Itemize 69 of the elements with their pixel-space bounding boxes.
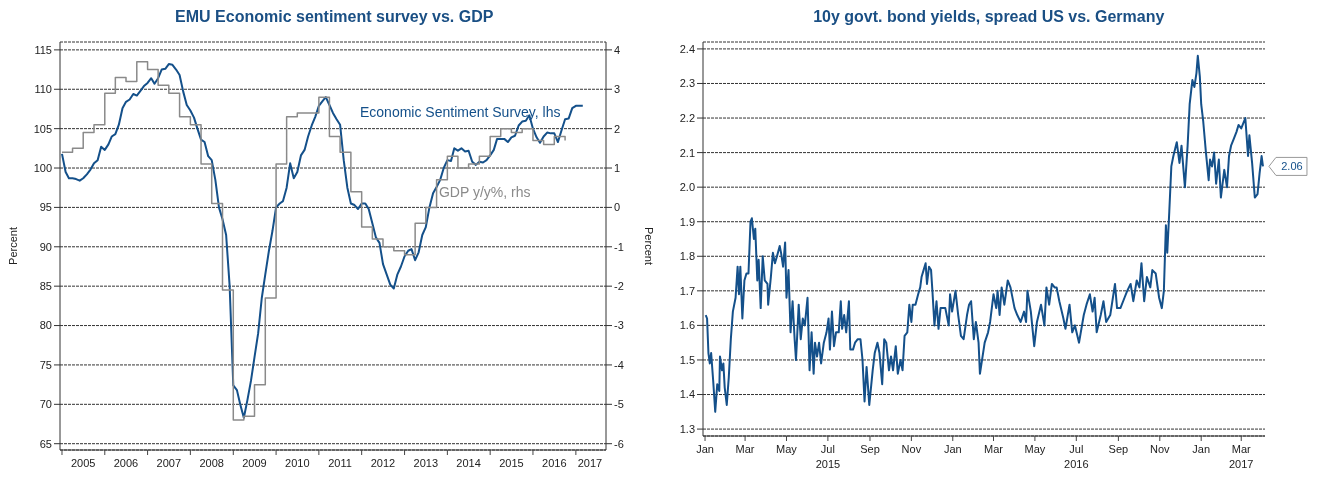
x-tick-label: Jul 2015 (815, 443, 840, 470)
y-tick-label: 1.3 (679, 422, 695, 435)
y2-tick-label: 2 (614, 122, 621, 135)
x-tick-label: Nov (901, 443, 922, 455)
y-tick-label: 100 (33, 161, 52, 174)
y-tick-label: 85 (39, 280, 52, 293)
annotation: 2.06 (1280, 160, 1303, 173)
y-tick-label: 110 (34, 83, 52, 96)
series-label: GDP y/y%, rhs (438, 184, 531, 200)
y-tick-label: 1.7 (679, 284, 695, 297)
x-tick-label: 2010 (285, 457, 310, 469)
y2-tick-label: -5 (614, 398, 624, 411)
y2-tick-label: -1 (614, 240, 624, 253)
y2-tick-label: 4 (614, 43, 621, 56)
chart-title: EMU Economic sentiment survey vs. GDP (174, 8, 495, 27)
x-tick-label: Sep (859, 443, 880, 455)
x-tick-label: Jan (1191, 443, 1210, 455)
y-tick-label: 2.1 (679, 146, 695, 159)
x-tick-label: 2009 (242, 457, 267, 469)
y-tick-label: 1.4 (679, 388, 695, 401)
x-tick-label: Jul 2016 (1063, 443, 1089, 470)
y2-axis-title: Percent (643, 227, 656, 265)
x-tick-label: 2014 (456, 457, 481, 469)
x-tick-label: Mar 2017 (1228, 443, 1253, 470)
x-tick-label: Jan (695, 443, 714, 455)
y-tick-label: 2.4 (679, 42, 695, 55)
x-tick-label: 2013 (413, 457, 439, 469)
x-tick-label: 2007 (156, 457, 182, 469)
y-tick-label: 2.2 (679, 111, 695, 124)
y-tick-label: 115 (34, 43, 52, 56)
y2-tick-label: 1 (614, 161, 621, 174)
chart-title: 10y govt. bond yields, spread US vs. Germany (812, 8, 1166, 27)
line-series (704, 54, 1264, 413)
y-tick-label: 2.3 (679, 77, 695, 90)
y2-tick-label: 3 (614, 83, 621, 96)
y-tick-label: 1.6 (679, 319, 695, 332)
y-tick-label: 105 (33, 122, 52, 135)
x-tick-label: 2017 (577, 457, 603, 469)
x-tick-label: 2011 (328, 457, 352, 469)
x-tick-label: Mar (983, 443, 1003, 455)
y2-tick-label: 0 (614, 201, 621, 214)
x-tick-label: 2006 (113, 457, 139, 469)
y-tick-label: 1.8 (679, 250, 695, 263)
x-tick-label: Jan (943, 443, 962, 455)
y-axis-title: Percent (6, 227, 19, 265)
x-tick-label: Nov (1149, 443, 1170, 455)
x-tick-label: 2012 (370, 457, 396, 469)
x-tick-label: Mar (735, 443, 755, 455)
y-tick-label: 2.0 (679, 181, 695, 194)
y-tick-label: 65 (39, 437, 52, 450)
y-tick-label: 1.5 (679, 353, 695, 366)
x-tick-label: 2008 (199, 457, 224, 469)
series-label: Economic Sentiment Survey, lhs (360, 104, 561, 120)
x-tick-label: 2016 (542, 457, 567, 469)
y-tick-label: 75 (39, 358, 52, 371)
x-tick-label: 2005 (70, 457, 96, 469)
y-tick-label: 1.9 (679, 215, 695, 228)
y2-tick-label: -6 (614, 437, 624, 450)
y-tick-label: 80 (39, 319, 52, 332)
y2-tick-label: -3 (614, 319, 624, 332)
x-tick-label: May (775, 443, 797, 455)
x-tick-label: 2015 (499, 457, 524, 469)
y-tick-label: 90 (39, 240, 52, 253)
y-tick-label: 70 (39, 398, 52, 411)
y2-tick-label: -2 (614, 280, 624, 293)
y2-tick-label: -4 (614, 358, 624, 371)
y-tick-label: 95 (39, 201, 52, 214)
x-tick-label: Sep (1108, 443, 1128, 455)
x-tick-label: May (1024, 443, 1046, 455)
